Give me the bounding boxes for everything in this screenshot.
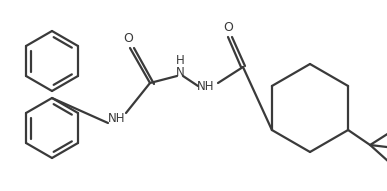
Text: H: H	[176, 53, 184, 66]
Text: NH: NH	[197, 79, 215, 92]
Text: NH: NH	[108, 112, 126, 125]
Text: N: N	[176, 66, 184, 79]
Text: O: O	[123, 32, 133, 45]
Text: O: O	[223, 20, 233, 33]
